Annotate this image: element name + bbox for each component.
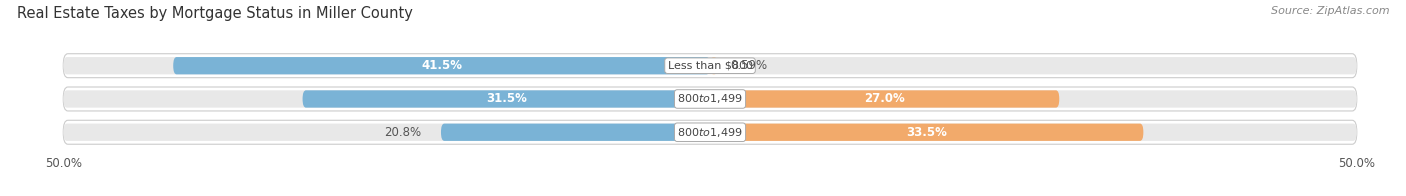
- FancyBboxPatch shape: [63, 124, 1357, 141]
- FancyBboxPatch shape: [710, 124, 1143, 141]
- FancyBboxPatch shape: [710, 90, 1059, 108]
- FancyBboxPatch shape: [302, 90, 710, 108]
- FancyBboxPatch shape: [63, 120, 1357, 144]
- Text: Less than $800: Less than $800: [668, 61, 752, 71]
- Text: 0.59%: 0.59%: [731, 59, 768, 72]
- FancyBboxPatch shape: [63, 57, 1357, 74]
- Text: 33.5%: 33.5%: [907, 126, 948, 139]
- FancyBboxPatch shape: [63, 90, 1357, 108]
- Text: Source: ZipAtlas.com: Source: ZipAtlas.com: [1271, 6, 1389, 16]
- Text: $800 to $1,499: $800 to $1,499: [678, 93, 742, 105]
- Text: 27.0%: 27.0%: [865, 93, 905, 105]
- FancyBboxPatch shape: [63, 54, 1357, 78]
- FancyBboxPatch shape: [173, 57, 710, 74]
- FancyBboxPatch shape: [63, 87, 1357, 111]
- Text: 41.5%: 41.5%: [422, 59, 463, 72]
- Text: 31.5%: 31.5%: [486, 93, 527, 105]
- FancyBboxPatch shape: [441, 124, 710, 141]
- Text: $800 to $1,499: $800 to $1,499: [678, 126, 742, 139]
- FancyBboxPatch shape: [710, 57, 717, 74]
- Text: Real Estate Taxes by Mortgage Status in Miller County: Real Estate Taxes by Mortgage Status in …: [17, 6, 413, 21]
- Text: 20.8%: 20.8%: [384, 126, 422, 139]
